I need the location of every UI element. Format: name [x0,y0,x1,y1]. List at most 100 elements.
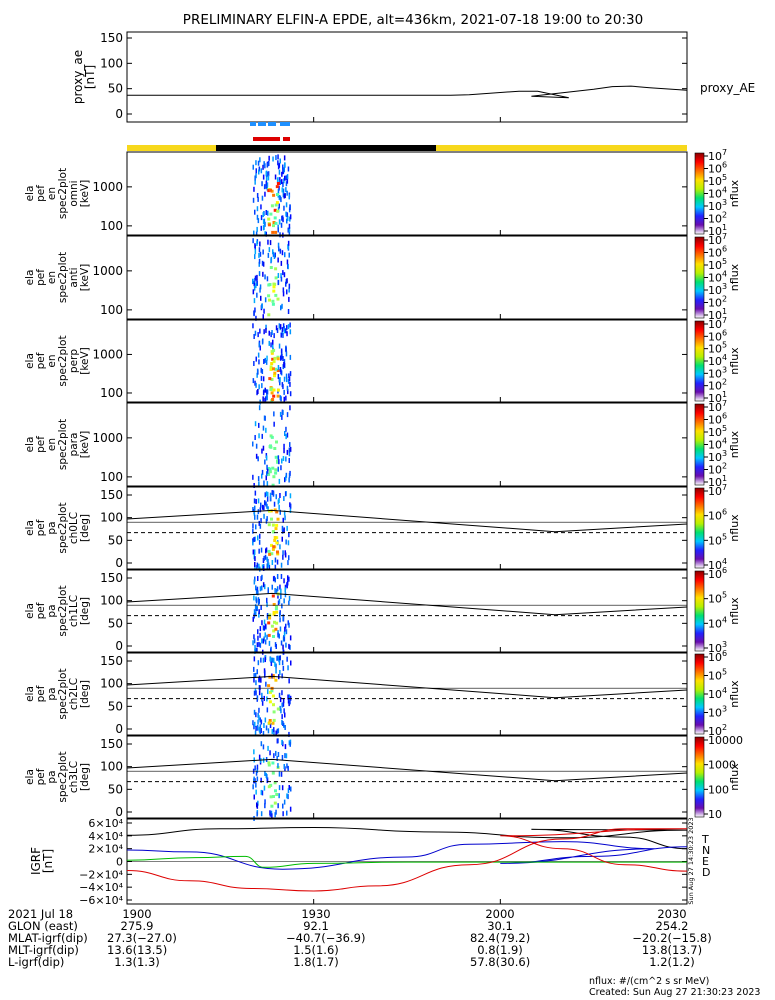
spectrogram-pixel [285,373,288,379]
spectrogram-pixel [289,204,291,210]
spectrogram-pixel [277,164,280,170]
spectrogram-pixel [268,330,270,336]
spectrogram-pixel [283,578,285,584]
spectrogram-pixel [288,283,291,289]
spectrogram-pixel [273,657,275,663]
spectrogram-pixel [288,230,291,235]
spectrogram-pixel [265,359,268,365]
spectrogram-pixel [287,227,289,233]
spectrogram-pixel [256,280,258,286]
spectrogram-pixel [258,641,260,647]
spectrogram-pixel [274,471,278,475]
spectrogram-pixel [257,218,260,224]
spectrogram-panel [252,154,292,238]
spectrogram-pixel [263,513,265,519]
y-axis-label: ch1LC [68,595,80,627]
spectrogram-pixel [289,391,292,397]
spectrogram-pixel [261,692,263,698]
colorbar-tick-label: 106 [708,508,727,523]
ytick-label: −2×10⁴ [79,868,123,881]
spectrogram-pixel [282,456,285,461]
spectrogram-pixel [263,785,266,791]
spectrogram-pixel [273,254,276,259]
colorbar-label: nflux [728,597,741,625]
spectrogram-pixel [264,554,267,560]
spectrogram-pixel [264,584,266,590]
spectrogram-pixel [281,603,283,609]
spectrogram-pixel [254,209,256,215]
y-axis-label: ela [24,769,36,785]
spectrogram-pixel [281,250,284,256]
spectrogram-pixel [265,170,268,176]
spectrogram-pixel [259,626,262,632]
spectrogram-pixel [258,169,260,175]
spectrogram-pixel [254,556,256,562]
spectrogram-pixel [272,249,274,255]
spectrogram-pixel [287,389,289,395]
spectrogram-pixel [263,505,265,511]
side-timestamp: Sun Aug 27 14:30:23 2023 [687,817,695,904]
spectrogram-pixel [272,251,275,257]
spectrogram-pixel [254,730,257,736]
spectrogram-pixel [253,724,255,730]
spectrogram-pixel [276,552,280,556]
spectrogram-pixel [263,308,265,314]
ytick-label: 100 [100,470,123,484]
spectrogram-pixel [282,665,285,671]
spectrogram-pixel [269,492,272,498]
spectrogram-pixel [259,586,262,592]
spectrogram-pixel [274,527,278,531]
spectrogram-pixel [271,584,273,590]
spectrogram-pixel [262,731,265,736]
spectrogram-pixel [252,784,254,790]
spectrogram-pixel [279,705,281,711]
footer-value: 2000 [485,907,515,921]
ytick-label: −6×10⁴ [79,894,123,907]
ytick-label: 50 [108,533,123,547]
spectrogram-pixel [257,719,259,725]
colorbar-label: nflux [728,263,741,291]
spectrogram-pixel [259,523,262,529]
spectrogram-pixel [274,252,276,258]
spectrogram-panel [252,238,291,321]
spectrogram-pixel [252,523,254,529]
spectrogram-pixel [253,749,255,755]
spectrogram-pixel [272,360,276,364]
spectrogram-pixel [279,380,281,386]
spectrogram-pixel [280,574,283,579]
spectrogram-pixel [282,168,285,174]
ytick-label: 100 [100,511,123,525]
y-axis-label: [deg] [79,680,91,708]
spectrogram-pixel [276,193,279,196]
spectrogram-pixel [263,555,265,561]
spectrogram-pixel [276,517,280,521]
spectrogram-pixel [275,523,279,527]
spectrogram-pixel [264,799,266,805]
spectrogram-pixel [273,575,275,581]
spectrogram-pixel [287,240,290,246]
spectrogram-pixel [263,329,265,335]
spectrogram-pixel [262,212,264,218]
y-axis-label: perp [68,349,80,373]
spectrogram-pixel [258,754,261,760]
spectrogram-pixel [262,249,264,255]
spectrogram-pixel [281,353,283,359]
footer-row-label: GLON (east) [8,919,78,933]
spectrogram-pixel [269,723,272,728]
spectrogram-pixel [272,343,274,349]
spectrogram-pixel [261,260,264,266]
spectrogram-pixel [284,491,287,497]
spectrogram-pixel [256,562,259,568]
spectrogram-pixel [265,176,268,182]
spectrogram-pixel [259,241,261,247]
spectrogram-pixel [267,689,269,695]
spectrogram-pixel [279,544,281,550]
spectrogram-pixel [260,547,263,553]
spectrogram-pixel [255,173,257,179]
spectrogram-pixel [261,473,263,479]
spectrogram-pixel [267,562,270,568]
spectrogram-pixel [262,164,264,170]
spectrogram-pixel [257,635,259,641]
spectrogram-pixel [285,456,287,462]
